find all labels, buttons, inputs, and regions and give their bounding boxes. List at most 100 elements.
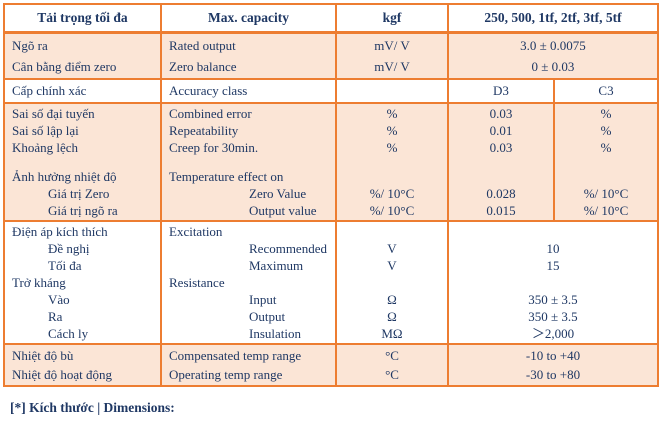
spec-label-en: Output (249, 309, 286, 324)
spec-value (449, 223, 657, 240)
column-c1: Cấp chính xác (5, 80, 160, 102)
spec-unit (337, 81, 447, 101)
spec-value-d3: 0.03 (489, 106, 513, 121)
spec-label-en: Rated output (169, 38, 236, 53)
spec-label-vi: Sai số lập lại (12, 123, 79, 138)
dimensions-caption: [*] Kích thước | Dimensions: (10, 400, 175, 415)
spec-label-en: Zero Value (249, 186, 307, 201)
spec-label-en: Maximum (249, 258, 304, 273)
spec-value-d3: 0.015 (486, 203, 516, 218)
spec-label-vi: Nhiệt độ hoạt động (12, 367, 113, 382)
column-c3: °C °C (335, 345, 447, 385)
spec-unit: mV/ V (374, 59, 410, 74)
spec-value: 350 ± 3.5 (528, 292, 578, 307)
column-c4: 3.0 ± 0.0075 0 ± 0.03 (447, 34, 657, 78)
spec-label-vi: Vào (48, 292, 70, 307)
spec-label-vi: Trở kháng (12, 275, 66, 290)
spec-value: 3.0 ± 0.0075 (520, 38, 586, 53)
spec-unit: °C (385, 348, 399, 363)
column-c2: Excitation Recommended Maximum Resistance In… (160, 222, 335, 343)
spec-label-en: Output value (249, 203, 317, 218)
spec-value-c3 (555, 168, 657, 185)
spec-unit (337, 168, 447, 185)
spec-value-d3 (449, 168, 553, 185)
spec-label-en: Operating temp range (169, 367, 283, 382)
spec-unit: °C (385, 367, 399, 382)
table-section-errors-and-temperature-effect: Sai số đại tuyến Sai số lập lại Khoảng lệc… (5, 102, 657, 220)
table-section-accuracy-class: Cấp chính xác Accuracy class D3 C3 (5, 78, 657, 102)
column-c3: %%% %/ 10°C %/ 10°C (553, 104, 657, 220)
spec-label-en: Input (249, 292, 277, 307)
spec-table: Tải trọng tối đa Max. capacity kgf 250, … (3, 3, 659, 387)
spec-value-c3: %/ 10°C (583, 186, 629, 201)
spec-label-en: Combined error (169, 106, 252, 121)
spec-label-vi: Ngõ ra (12, 38, 48, 53)
spec-unit: %/ 10°C (369, 203, 415, 218)
spec-value: 350 ± 3.5 (528, 309, 578, 324)
spec-label-vi: Tối đa (48, 258, 82, 273)
spec-value-d3: 0.03 (489, 140, 513, 155)
spec-unit: Ω (387, 292, 397, 307)
spec-label-en: Resistance (169, 275, 225, 290)
spec-value: -10 to +40 (525, 348, 581, 363)
spec-value: 15 (546, 258, 560, 273)
spec-label-en: Repeatability (169, 123, 239, 138)
spec-value: -30 to +80 (525, 367, 581, 382)
table-section-temperature-ranges: Nhiệt độ bù Nhiệt độ hoạt động Compensated… (5, 343, 657, 385)
spec-value: 0 ± 0.03 (531, 59, 575, 74)
column-c3: mV/ V mV/ V (335, 34, 447, 78)
table-section-excitation-resistance: Điện áp kích thích Đề nghị Tối đa Trở kháng… (5, 220, 657, 343)
column-c4: -10 to +40 -30 to +80 (447, 345, 657, 385)
column-c1: Ngõ ra Cân bằng điểm zero (5, 34, 160, 78)
spec-label-vi: Sai số đại tuyến (12, 106, 95, 121)
spec-label-vi: Cân bằng điểm zero (12, 59, 117, 74)
spec-label-en: Recommended (249, 241, 327, 256)
spec-value-c3: C3 (598, 83, 614, 98)
column-c2: Combined error Repeatability Creep for 30m… (160, 104, 335, 220)
column-c1: Sai số đại tuyến Sai số lập lại Khoảng lệc… (5, 104, 160, 220)
spec-value-d3 (449, 156, 553, 168)
spec-unit: %/ 10°C (369, 186, 415, 201)
spec-value: ＞2,000 (531, 326, 575, 341)
table-header-row: Tải trọng tối đa Max. capacity kgf 250, … (5, 5, 657, 34)
spec-label-en: Creep for 30min. (169, 140, 259, 155)
spec-table-sections: Ngõ ra Cân bằng điểm zero Rated output Zero… (5, 34, 657, 385)
spec-value: 10 (546, 241, 560, 256)
column-d3: 0.03 0.01 0.03 0.028 0.015 (449, 104, 553, 220)
spec-label-vi: Cách ly (48, 326, 89, 341)
column-c3 (335, 80, 447, 102)
column-c2: Compensated temp range Operating temp ran… (160, 345, 335, 385)
column-c3: %%% %/ 10°C %/ 10°C (335, 104, 447, 220)
spec-value-c3: % (600, 140, 612, 155)
table-section-rated-output-zero-balance: Ngõ ra Cân bằng điểm zero Rated output Zero… (5, 34, 657, 78)
spec-label-en: Compensated temp range (169, 348, 302, 363)
spec-value-d3: 0.028 (486, 186, 516, 201)
spec-label-vi: Giá trị ngõ ra (48, 203, 118, 218)
spec-value-c3: %/ 10°C (583, 203, 629, 218)
column-c1: Nhiệt độ bù Nhiệt độ hoạt động (5, 345, 160, 385)
spec-value (449, 274, 657, 291)
spec-label-vi: Đề nghị (48, 241, 90, 256)
spec-unit (337, 156, 447, 168)
spec-unit: % (386, 106, 398, 121)
spec-unit: % (386, 140, 398, 155)
header-label-vi: Tải trọng tối đa (37, 10, 128, 25)
spec-unit: V (387, 258, 397, 273)
spec-unit: % (386, 123, 398, 138)
spec-value-c3: % (600, 123, 612, 138)
spec-unit: V (387, 241, 397, 256)
spec-label-vi: Khoảng lệch (12, 140, 79, 155)
spec-unit (337, 223, 447, 240)
column-c1: Điện áp kích thích Đề nghị Tối đa Trở kháng… (5, 222, 160, 343)
spec-value-c3 (555, 156, 657, 168)
spec-value-d3: 0.01 (489, 123, 513, 138)
spec-unit: mV/ V (374, 38, 410, 53)
spec-label-en: Temperature effect on (169, 169, 284, 184)
spec-label-en (169, 156, 335, 168)
spec-label-en: Accuracy class (169, 83, 248, 98)
spec-label-en: Insulation (249, 326, 301, 341)
spec-label-vi: Ra (48, 309, 63, 324)
spec-label-vi: Nhiệt độ bù (12, 348, 74, 363)
spec-label-vi: Ảnh hưởng nhiệt độ (12, 169, 117, 184)
